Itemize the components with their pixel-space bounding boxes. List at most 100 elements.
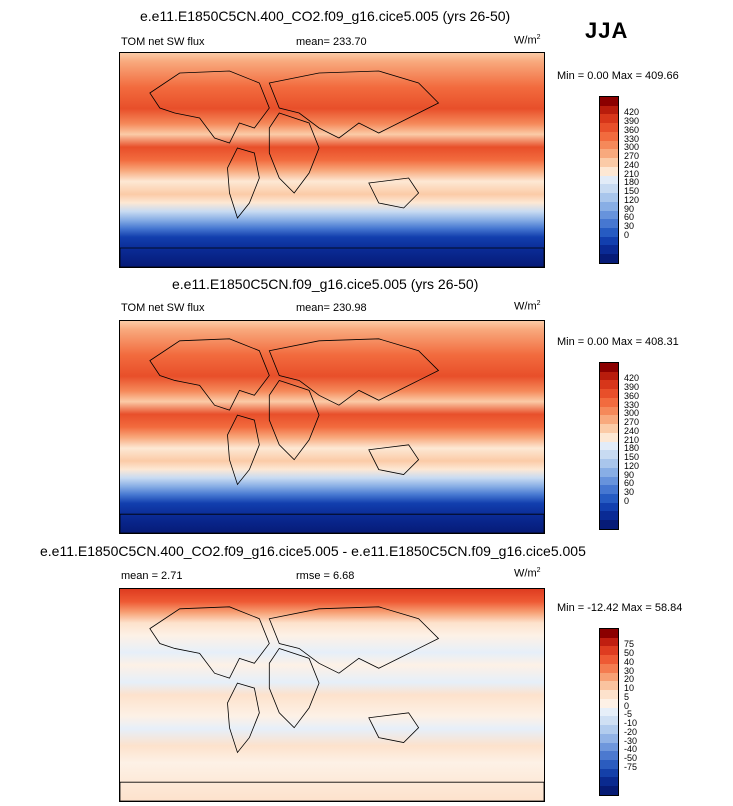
colorbar-swatch bbox=[600, 210, 618, 220]
colorbar-swatch bbox=[600, 485, 618, 495]
colorbar-swatch bbox=[600, 637, 618, 647]
colorbar-swatch bbox=[600, 236, 618, 246]
colorbar-swatch bbox=[600, 228, 618, 237]
colorbar-swatch bbox=[600, 672, 618, 682]
colorbar-swatch bbox=[600, 201, 618, 211]
coastline-path bbox=[368, 712, 420, 743]
colorbar-swatch bbox=[600, 698, 618, 708]
colorbar-label: 270 bbox=[624, 151, 640, 162]
colorbar-label: 330 bbox=[624, 133, 640, 144]
colorbar-swatch bbox=[600, 450, 618, 460]
colorbar-label: 180 bbox=[624, 443, 640, 454]
colorbar-label: 420 bbox=[624, 373, 640, 384]
panel3-title: e.e11.E1850C5CN.400_CO2.f09_g16.cice5.00… bbox=[40, 543, 586, 559]
colorbar-swatch bbox=[600, 511, 618, 521]
colorbar-swatch bbox=[600, 476, 618, 486]
colorbar-label: 390 bbox=[624, 116, 640, 127]
panel2-mean-label: mean= 230.98 bbox=[296, 302, 367, 314]
panel2-variable-label: TOM net SW flux bbox=[121, 302, 205, 314]
colorbar-label: -50 bbox=[624, 753, 638, 764]
panel2-unit: W/m2 bbox=[514, 300, 541, 313]
colorbar-swatch bbox=[600, 131, 618, 141]
colorbar-label: 360 bbox=[624, 124, 640, 135]
colorbar-label: 120 bbox=[624, 194, 640, 205]
colorbar-swatch bbox=[600, 184, 618, 194]
colorbar-label: 10 bbox=[624, 683, 635, 694]
coastline-path bbox=[119, 513, 545, 534]
colorbar-label: 50 bbox=[624, 648, 635, 659]
colorbar-swatch bbox=[600, 742, 618, 752]
colorbar-swatch bbox=[600, 751, 618, 761]
coastline-path bbox=[227, 147, 260, 219]
colorbar-label: 30 bbox=[624, 221, 635, 232]
colorbar-swatch bbox=[600, 389, 618, 398]
colorbar-swatch bbox=[600, 646, 618, 656]
coastline-path bbox=[119, 781, 545, 802]
panel2-map bbox=[119, 320, 545, 534]
panel1-title: e.e11.E1850C5CN.400_CO2.f09_g16.cice5.00… bbox=[140, 8, 511, 24]
colorbar-swatch bbox=[600, 397, 618, 407]
colorbar-label: -10 bbox=[624, 718, 638, 729]
colorbar-swatch bbox=[600, 459, 618, 468]
colorbar-swatch bbox=[600, 363, 618, 372]
colorbar-label: 270 bbox=[624, 417, 640, 428]
colorbar-swatch bbox=[600, 768, 618, 778]
colorbar-label: 0 bbox=[624, 495, 630, 506]
colorbar-swatch bbox=[600, 494, 618, 503]
colorbar-swatch bbox=[600, 123, 618, 132]
colorbar-swatch bbox=[600, 175, 618, 185]
colorbar-swatch bbox=[600, 786, 618, 795]
colorbar-label: 5 bbox=[624, 691, 630, 702]
colorbar-label: -5 bbox=[624, 709, 633, 720]
colorbar-label: -20 bbox=[624, 726, 638, 737]
colorbar-swatch bbox=[600, 629, 618, 638]
colorbar-swatch bbox=[600, 655, 618, 664]
panel2-minmax: Min = 0.00 Max = 408.31 bbox=[557, 336, 679, 348]
panel2-colorbar bbox=[599, 362, 619, 530]
colorbar-swatch bbox=[600, 502, 618, 512]
panel1-minmax: Min = 0.00 Max = 409.66 bbox=[557, 70, 679, 82]
colorbar-swatch bbox=[600, 140, 618, 150]
colorbar-label: 30 bbox=[624, 665, 635, 676]
colorbar-label: 210 bbox=[624, 168, 640, 179]
panel1-mean-label: mean= 233.70 bbox=[296, 36, 367, 48]
colorbar-label: 90 bbox=[624, 469, 635, 480]
coastline-path bbox=[268, 112, 320, 194]
coastline-path bbox=[149, 338, 270, 411]
colorbar-swatch bbox=[600, 424, 618, 433]
colorbar-label: 30 bbox=[624, 487, 635, 498]
panel2-title: e.e11.E1850C5CN.f09_g16.cice5.005 (yrs 2… bbox=[172, 276, 479, 292]
colorbar-label: 60 bbox=[624, 212, 635, 223]
colorbar-swatch bbox=[600, 149, 618, 159]
colorbar-swatch bbox=[600, 97, 618, 106]
coastline-path bbox=[268, 70, 440, 139]
colorbar-swatch bbox=[600, 371, 618, 381]
colorbar-swatch bbox=[600, 690, 618, 699]
colorbar-swatch bbox=[600, 166, 618, 176]
colorbar-label: 20 bbox=[624, 674, 635, 685]
colorbar-swatch bbox=[600, 158, 618, 167]
colorbar-swatch bbox=[600, 441, 618, 451]
coastline-path bbox=[149, 70, 270, 144]
colorbar-swatch bbox=[600, 380, 618, 390]
coastline-overlay bbox=[119, 606, 545, 802]
colorbar-label: 180 bbox=[624, 177, 640, 188]
coastline-path bbox=[268, 379, 320, 461]
colorbar-label: 0 bbox=[624, 700, 630, 711]
coastline-overlay bbox=[119, 338, 545, 534]
colorbar-label: -40 bbox=[624, 744, 638, 755]
coastline-path bbox=[368, 177, 420, 209]
colorbar-label: 150 bbox=[624, 186, 640, 197]
colorbar-label: 300 bbox=[624, 142, 640, 153]
colorbar-label: 300 bbox=[624, 408, 640, 419]
colorbar-label: 0 bbox=[624, 229, 630, 240]
colorbar-label: 240 bbox=[624, 159, 640, 170]
coastline-path bbox=[119, 247, 545, 268]
coastline-path bbox=[368, 444, 420, 475]
panel3-colorbar bbox=[599, 628, 619, 796]
coastline-path bbox=[268, 647, 320, 729]
panel3-mean-label: mean = 2.71 bbox=[121, 570, 183, 582]
colorbar-swatch bbox=[600, 733, 618, 743]
panel1-unit: W/m2 bbox=[514, 34, 541, 47]
coastline-path bbox=[227, 682, 260, 754]
